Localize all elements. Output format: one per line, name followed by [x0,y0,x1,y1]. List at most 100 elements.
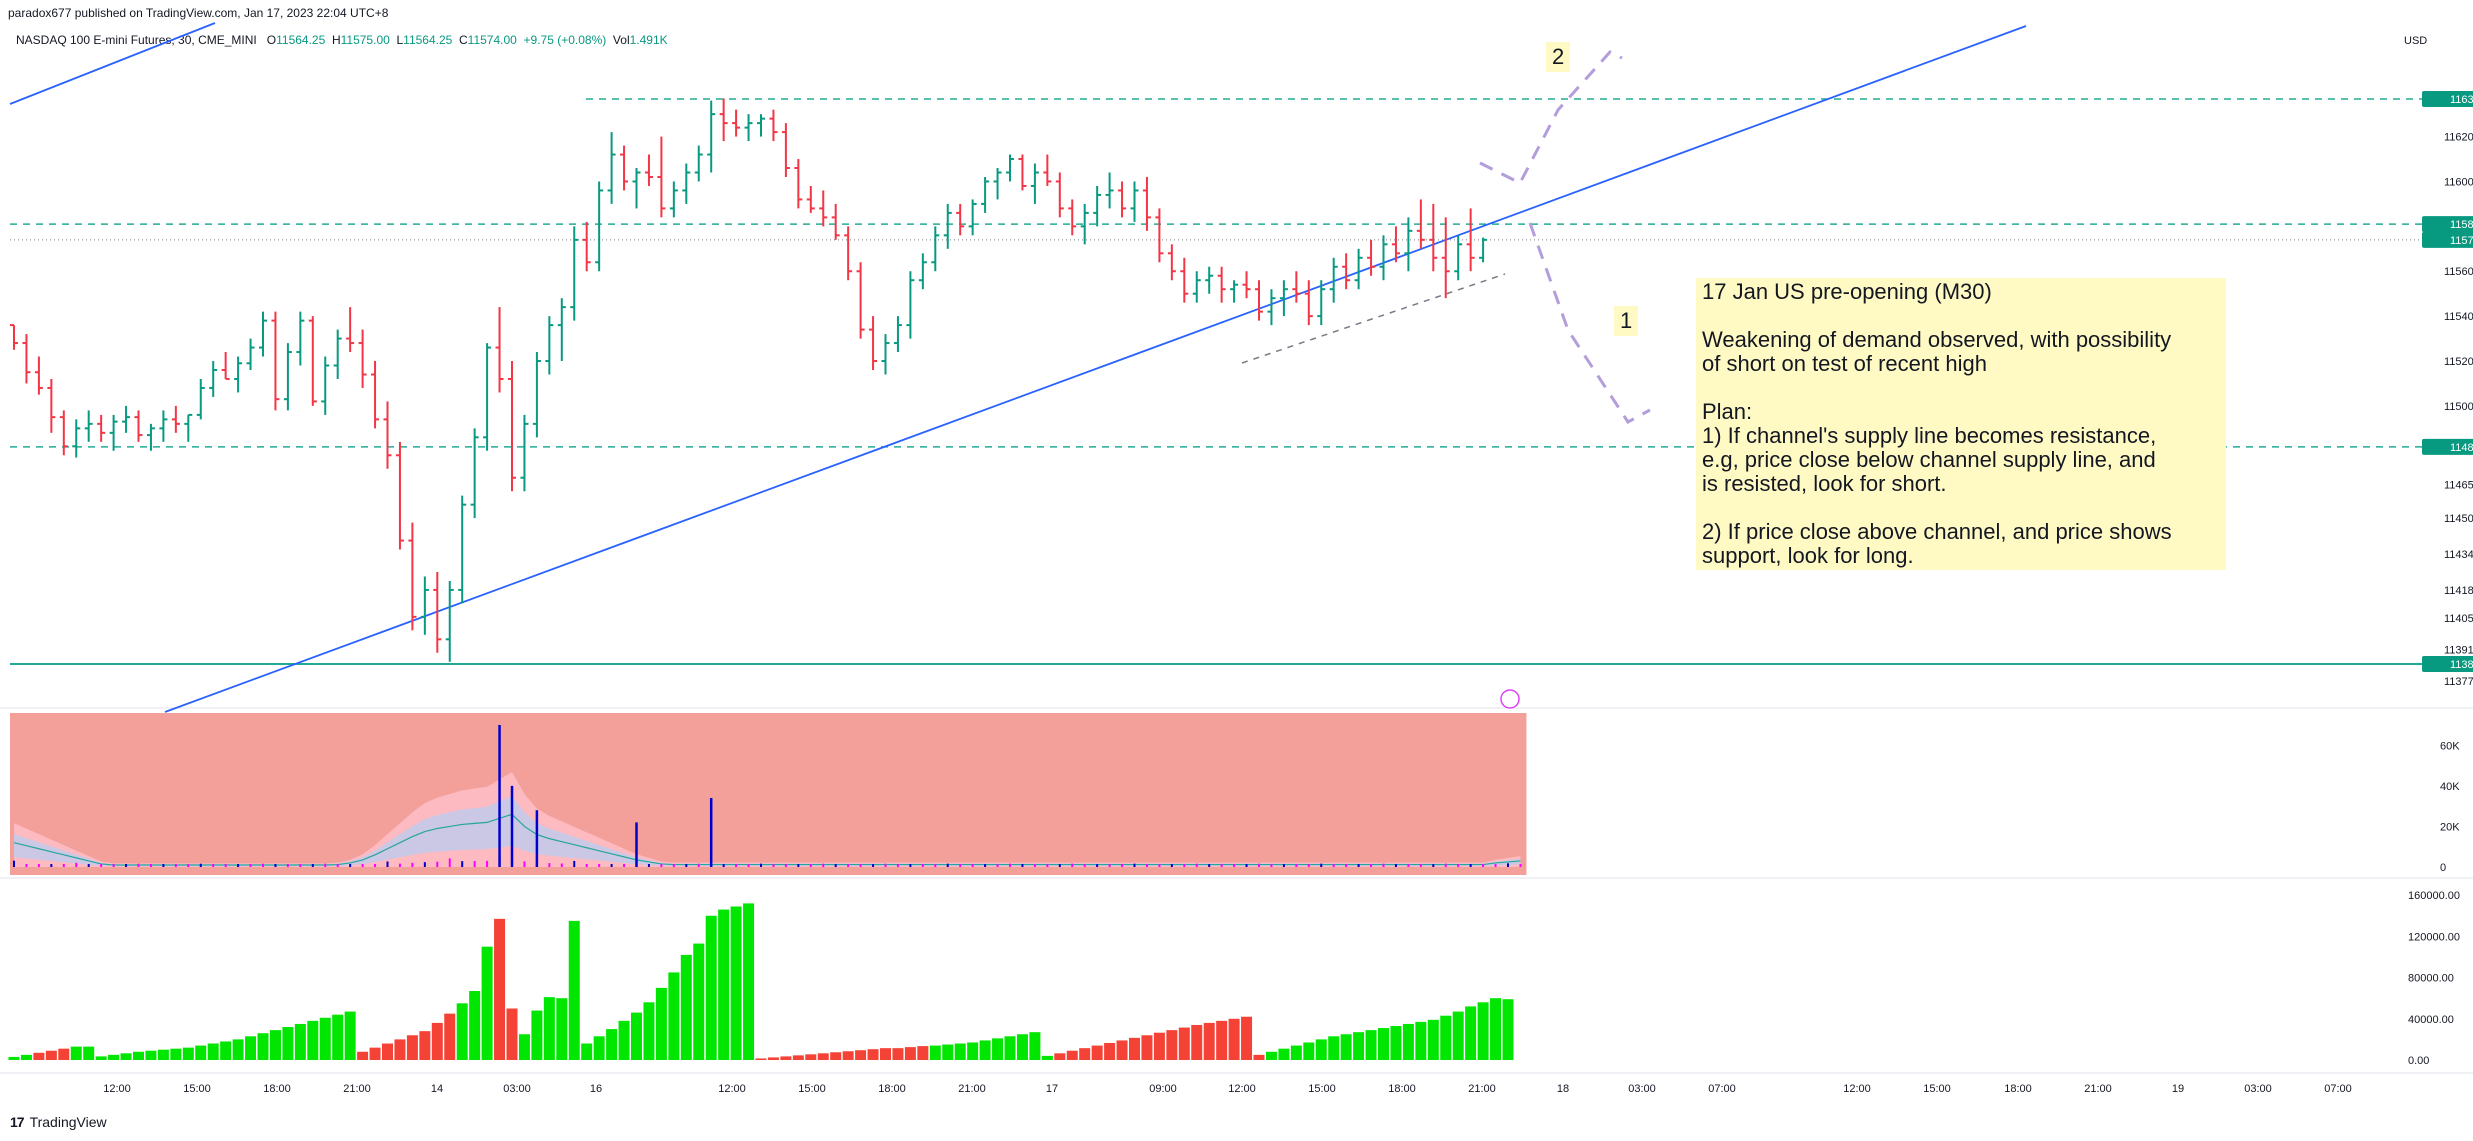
price-tick-label: 11520.00 [2444,356,2473,368]
volume-bar [967,1042,979,1060]
volume-bar [867,1049,879,1060]
volume-bar [1191,1024,1203,1060]
note-title: 17 Jan US pre-opening (M30) [1702,279,1992,304]
volume-bar [792,1055,804,1060]
volume-bar [245,1036,257,1060]
volume-bar [767,1057,779,1060]
trendline-channel [164,25,2027,713]
price-label-box [2422,656,2473,672]
volume-bar [631,1012,642,1060]
price-tick-label: 11391.50 [2444,644,2473,656]
volume-tick-label: 120000.00 [2408,931,2460,943]
volume-bar [680,954,692,1060]
indicator-tick-label: 60K [2440,740,2460,752]
price-tick-label: 11620.00 [2444,132,2473,144]
volume-bar [543,997,555,1060]
analysis-note[interactable]: 17 Jan US pre-opening (M30) Weakening of… [1696,278,2226,570]
volume-bar [1378,1028,1389,1060]
volume-bar [120,1053,132,1060]
price-tick-label: 11377.50 [2444,676,2473,688]
time-tick-label: 12:00 [1843,1083,1871,1095]
volume-bar [70,1046,82,1060]
volume-bar [556,998,568,1060]
volume-bar [182,1047,194,1060]
volume-bar [382,1043,393,1060]
volume-bar [1278,1048,1290,1060]
volume-bar [406,1035,418,1060]
indicator-background [10,713,1527,875]
volume-bar [456,1003,468,1060]
volume-bar [805,1054,817,1060]
dashed-support [1241,273,1506,364]
time-tick-label: 21:00 [958,1083,986,1095]
volume-bar [444,1013,456,1060]
volume-tick-label: 160000.00 [2408,890,2460,902]
price-tick-label: 11405.50 [2444,613,2473,625]
low-value: 11564.25 [403,33,453,47]
volume-bar [20,1054,32,1060]
volume-bar [1502,999,1514,1060]
volume-bar [705,915,717,1060]
volume-bar [1153,1032,1165,1060]
volume-bar [506,1008,518,1060]
volume-bar [419,1031,431,1060]
symbol-name[interactable]: NASDAQ 100 E-mini Futures, 30, CME_MINI [16,33,257,47]
time-tick-label: 21:00 [1468,1083,1496,1095]
open-label: O [266,33,277,47]
volume-bar [1129,1037,1140,1060]
time-tick-label: 15:00 [798,1083,826,1095]
volume-bar [979,1040,991,1060]
volume-bar [1303,1042,1315,1060]
price-tick-label: 11540.00 [2444,311,2473,323]
scenario-label-1[interactable]: 1 [1614,306,1639,336]
price-tick-label: 11600.00 [2444,176,2473,188]
volume-bar [1427,1019,1439,1060]
note-p1a: 1) If channel's supply line becomes resi… [1702,423,2157,448]
close-value: 11574.00 [467,33,517,47]
price-label-text: 11385.00 [2450,659,2473,671]
indicator-tick-label: 0 [2440,862,2446,874]
volume-bar [170,1048,182,1060]
price-label-text: 11574.00 [2450,235,2473,247]
note-p2a: 2) If price close above channel, and pri… [1702,519,2172,544]
volume-bar [145,1050,157,1060]
volume-bar [431,1022,443,1060]
price-tick-label: 11450.00 [2444,513,2473,525]
volume-bar [1178,1027,1190,1060]
volume-bar [531,1010,543,1060]
time-tick-label: 17 [1046,1083,1058,1095]
volume-bar [394,1039,406,1060]
time-tick-label: 12:00 [718,1083,746,1095]
volume-bar [1104,1043,1116,1060]
volume-bar [830,1052,842,1060]
time-tick-label: 12:00 [1228,1083,1256,1095]
time-tick-label: 18:00 [1388,1083,1416,1095]
currency-label: USD [2404,35,2427,47]
volume-bar [1490,998,1502,1060]
volume-bar [917,1046,929,1060]
volume-bar [344,1011,356,1060]
volume-bar [518,1034,530,1060]
footer-brand[interactable]: TradingView [29,1114,107,1130]
time-tick-label: 15:00 [1923,1083,1951,1095]
volume-bar [1452,1011,1464,1060]
time-tick-label: 12:00 [103,1083,131,1095]
price-label-box [2422,231,2473,248]
volume-bar [1116,1040,1128,1060]
time-tick-label: 18 [1557,1083,1569,1095]
close-label: C [459,33,468,47]
time-tick-label: 09:00 [1149,1083,1177,1095]
volume-bar [294,1023,306,1060]
time-tick-label: 19 [2172,1083,2184,1095]
volume-bar [904,1047,916,1060]
scenario-label-2[interactable]: 2 [1546,42,1571,72]
volume-bar [33,1052,45,1060]
volume-bar [643,1002,655,1060]
volume-bar [1216,1020,1228,1060]
volume-bar [1079,1048,1091,1060]
volume-bar [817,1053,829,1060]
volume-bar [319,1017,331,1060]
volume-bar [942,1044,954,1060]
time-tick-label: 15:00 [183,1083,211,1095]
